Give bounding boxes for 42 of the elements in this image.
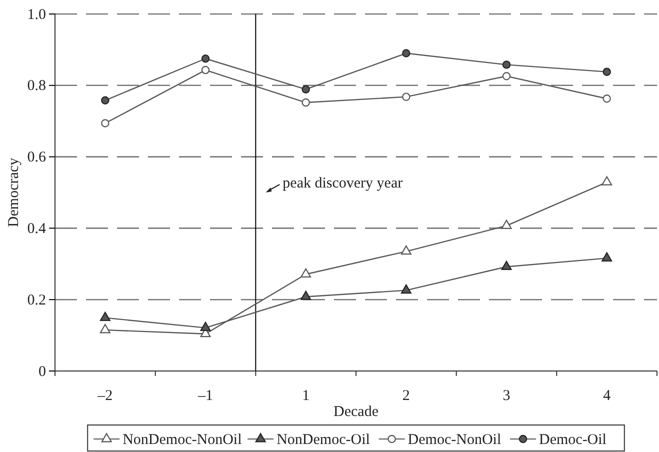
x-tick-label: –2 — [96, 388, 113, 404]
annotation: peak discovery year — [282, 176, 403, 192]
x-tick-label: 1 — [302, 388, 310, 404]
point — [200, 322, 211, 332]
point — [402, 92, 410, 101]
x-tick-label: –1 — [197, 388, 213, 404]
point — [402, 49, 410, 58]
point — [101, 96, 110, 105]
point — [501, 220, 512, 229]
point — [400, 284, 412, 294]
point — [302, 85, 310, 94]
point — [300, 268, 312, 278]
legend-label: NonDemoc-Oil — [276, 432, 370, 448]
point — [602, 252, 612, 262]
x-axis-title: Decade — [334, 404, 379, 420]
point — [300, 290, 312, 300]
point — [502, 72, 511, 80]
point — [201, 54, 210, 63]
legend-label: Democ-NonOil — [408, 432, 502, 448]
y-tick-label: 0.8 — [27, 78, 46, 94]
y-tick-label: 1.0 — [27, 6, 46, 23]
y-tick-label: 0.2 — [27, 292, 46, 308]
x-tick-label: 4 — [603, 388, 612, 404]
point — [502, 60, 511, 69]
point — [100, 324, 110, 334]
y-tick-label: 0 — [38, 364, 46, 380]
point — [602, 94, 611, 103]
point — [602, 68, 611, 76]
point — [501, 260, 512, 270]
y-tick-label: 0.4 — [27, 221, 46, 237]
legend-label: Democ-Oil — [539, 432, 606, 448]
point — [602, 176, 612, 186]
x-tick-label: 3 — [502, 388, 510, 404]
legend-label: NonDemoc-NonOil — [122, 432, 242, 448]
y-axis-title: Democracy — [6, 157, 22, 228]
point — [302, 98, 310, 107]
point — [400, 245, 412, 255]
point — [100, 312, 110, 322]
point — [201, 66, 210, 74]
y-tick-label: 0.6 — [27, 150, 46, 166]
point — [101, 119, 110, 128]
x-tick-label: 2 — [402, 388, 410, 404]
